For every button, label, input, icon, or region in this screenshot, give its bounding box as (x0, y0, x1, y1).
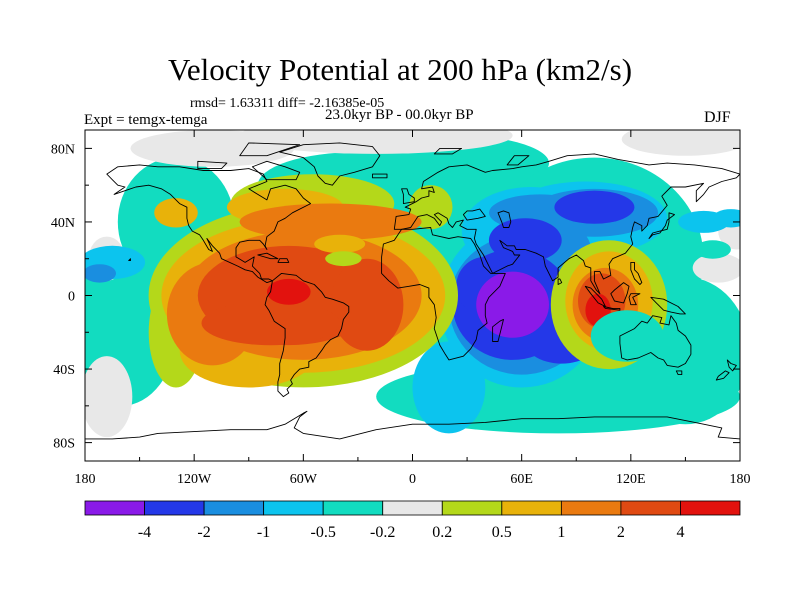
coastline-eurasia (393, 153, 740, 295)
colorbar-label: -1 (257, 524, 270, 541)
colorbar-label: -0.2 (370, 524, 395, 541)
stats-text: rmsd= 1.63311 diff= -2.16385e-05 (190, 96, 385, 111)
x-tick-label: 120W (177, 472, 212, 487)
coastline-japan (648, 212, 675, 239)
y-tick-label: 40N (51, 216, 75, 231)
y-tick-label: 0 (68, 290, 75, 305)
contour-region-47 (201, 301, 340, 346)
axes: 180 120W 60W 0 60E 120E 180 80N 40N 0 40S 80S (51, 130, 751, 487)
colorbar-label: -0.5 (311, 524, 336, 541)
chart-title: Velocity Potential at 200 hPa (km2/s) (167, 52, 633, 87)
colorbar-label: -2 (197, 524, 210, 541)
contour-region-46 (330, 258, 404, 351)
coastline-new-zealand-north (726, 359, 737, 372)
colorbar: -4 -2 -1 -0.5 -0.2 0.2 0.5 1 2 4 (84, 500, 741, 541)
colorbar-box-3 (263, 500, 324, 516)
colorbar-label: -4 (138, 524, 151, 541)
coastline-black-sea (462, 208, 486, 221)
coastline-new-guinea (650, 296, 686, 315)
contour-region-9 (130, 130, 295, 167)
coastline-java (603, 306, 621, 311)
contour-region-57 (590, 310, 664, 362)
x-tick-label: 60E (510, 472, 533, 487)
coastline-madagascar (492, 318, 504, 342)
contour-region-49 (314, 234, 366, 254)
season-label: DJF (704, 109, 731, 126)
colorbar-label: 0.5 (492, 524, 512, 541)
colorbar-box-10 (680, 500, 741, 516)
colorbar-label: 1 (557, 524, 565, 541)
coastline-north-america (106, 164, 312, 284)
coastline-victoria-island (197, 160, 228, 170)
contour-region-18 (712, 209, 740, 228)
coastline-africa (381, 227, 506, 361)
coastline-greenland (279, 142, 381, 186)
coastlines (85, 142, 740, 440)
coastline-new-zealand-south (715, 370, 730, 381)
coastline-ellesmere-island (239, 142, 301, 157)
coastline-svalbard (433, 147, 463, 155)
coastline-cuba (257, 252, 279, 260)
contour-region-44 (239, 203, 422, 241)
contour-region-11 (85, 356, 133, 438)
contour-region-10 (621, 130, 740, 156)
colorbar-box-1 (144, 500, 205, 516)
coastline-hispaniola (277, 258, 290, 263)
colorbar-box-6 (441, 500, 503, 516)
contour-region-37 (408, 185, 453, 230)
coastline-baffin-island (251, 160, 301, 181)
coastline-sri-lanka (557, 278, 563, 285)
coastline-south-america (264, 272, 350, 398)
colorbar-box-8 (560, 500, 622, 516)
experiment-label: Expt = temgx-temga (84, 112, 208, 128)
colorbar-box-5 (382, 500, 443, 516)
colorbar-box-4 (322, 500, 384, 516)
coastline-borneo (610, 282, 630, 304)
colorbar-label: 0.2 (432, 524, 452, 541)
y-tick-label: 40S (53, 363, 75, 378)
colorbar-box-0 (84, 500, 145, 516)
colorbar-label: 4 (677, 524, 685, 541)
x-tick-label: 180 (75, 472, 96, 487)
coastline-australia (619, 315, 692, 368)
coastline-hawaii (128, 258, 131, 262)
y-tick-label: 80S (53, 437, 75, 452)
contour-region-48 (267, 278, 311, 305)
coastline-philippines (630, 261, 643, 285)
contour-region-33 (476, 271, 549, 338)
coastline-sulawesi (628, 293, 641, 306)
chart-subtitle: 23.0kyr BP - 00.0kyr BP (325, 107, 474, 123)
colorbar-box-9 (620, 500, 681, 516)
contour-region-23 (412, 341, 486, 434)
contour-region-29 (554, 190, 635, 224)
contour-region-19 (694, 240, 731, 259)
colorbar-box-2 (203, 500, 265, 516)
colorbar-label: 2 (617, 524, 625, 541)
colorbar-box-7 (501, 500, 562, 516)
x-tick-label: 120E (616, 472, 646, 487)
contour-region-51 (154, 198, 198, 228)
contour-region-8 (239, 130, 513, 154)
coastline-iceland (372, 173, 388, 179)
y-tick-label: 80N (51, 142, 75, 157)
coastline-tasmania (675, 370, 683, 376)
x-tick-label: 60W (290, 472, 318, 487)
contour-region-50 (325, 251, 362, 267)
contour-region-16 (85, 264, 116, 283)
coastline-novaya-zemlya (506, 155, 530, 166)
x-tick-label: 0 (409, 472, 416, 487)
x-tick-label: 180 (730, 472, 751, 487)
coastline-antarctica (85, 410, 740, 440)
coastline-britain (401, 188, 415, 205)
contour-region-13 (692, 253, 740, 283)
coastline-caspian-sea (497, 210, 512, 228)
